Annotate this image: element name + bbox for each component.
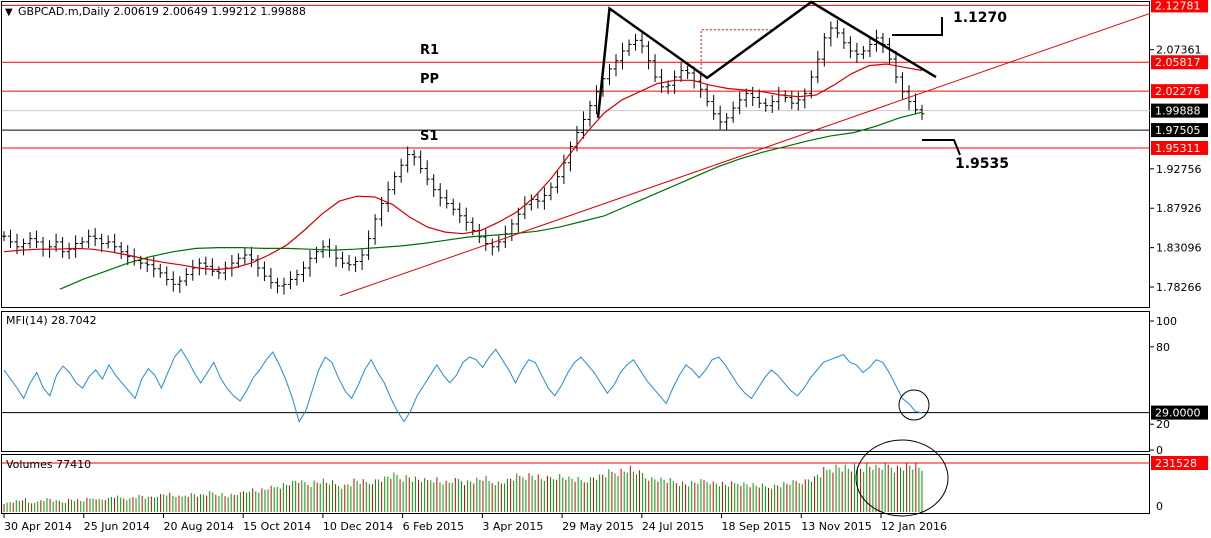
pivot-label-r2: R2 xyxy=(420,0,439,1)
target-bracket-lower xyxy=(922,139,961,156)
price-tag-label: 1.97505 xyxy=(1155,124,1201,137)
mfi-tick-label: 80 xyxy=(1156,341,1170,354)
pivot-label-s1: S1 xyxy=(420,129,438,144)
price-tick-label: 1.83096 xyxy=(1156,242,1202,255)
price-tick-label: 1.78266 xyxy=(1156,281,1202,294)
volume-header: Volumes 77410 xyxy=(6,458,91,471)
pivot-label-r1: R1 xyxy=(420,43,439,58)
price-tag xyxy=(1151,55,1208,70)
time-tick-label: 12 Jan 2016 xyxy=(881,520,947,533)
volume-highlight-ellipse xyxy=(855,439,949,517)
time-tick-label: 25 Jun 2014 xyxy=(84,520,150,533)
target-label-upper: 1.1270 xyxy=(953,10,1007,26)
time-tick-label: 6 Feb 2015 xyxy=(403,520,464,533)
mfi-panel-frame xyxy=(1,311,1150,452)
price-tag xyxy=(1151,0,1208,13)
mfi-tick-label: 100 xyxy=(1156,315,1177,328)
mfi-tick-label: 20 xyxy=(1156,418,1170,431)
mfi-panel: 100 80 20 0 29.0000 xyxy=(2,315,1208,457)
price-tick-label: 1.92756 xyxy=(1156,163,1202,176)
time-tick-label: 29 May 2015 xyxy=(562,520,634,533)
price-tag-label: 2.12781 xyxy=(1155,0,1201,12)
mfi-level-tag xyxy=(1151,405,1208,420)
time-tick-label: 18 Sep 2015 xyxy=(722,520,792,533)
trend-line xyxy=(339,12,1151,297)
price-tick-label: 2.07361 xyxy=(1156,44,1202,57)
time-tick-label: 24 Jul 2015 xyxy=(642,520,704,533)
mfi-highlight-circle xyxy=(898,389,930,421)
mfi-header: MFI(14) 28.7042 xyxy=(6,314,97,327)
price-tag xyxy=(1151,103,1208,118)
main-panel-frame xyxy=(1,1,1150,308)
price-tag xyxy=(1151,123,1208,138)
time-tick-label: 3 Apr 2015 xyxy=(482,520,543,533)
mfi-tick-label: 0 xyxy=(1156,444,1163,457)
time-tick-label: 20 Aug 2014 xyxy=(163,520,233,533)
pivot-label-pp: PP xyxy=(420,72,439,87)
volume-tag-label: 231528 xyxy=(1155,457,1197,470)
time-axis: 30 Apr 2014 25 Jun 2014 20 Aug 2014 15 Oct … xyxy=(3,514,947,533)
double-top-pattern xyxy=(596,0,937,119)
mfi-level-tag-label: 29.0000 xyxy=(1155,407,1201,420)
target-label-lower: 1.9535 xyxy=(955,156,1009,172)
symbol-header: GBPCAD.m,Daily 2.00619 2.00649 1.99212 1… xyxy=(18,5,306,18)
price-tag-label: 1.95311 xyxy=(1155,142,1201,155)
moving-average-slow xyxy=(59,111,923,290)
price-tick-label: 1.87926 xyxy=(1156,202,1202,215)
symbol-arrow-icon[interactable]: ▼ xyxy=(5,7,13,18)
volume-tick-label: 0 xyxy=(1156,500,1163,513)
price-tag-label: 2.05817 xyxy=(1155,56,1201,69)
volume-tag xyxy=(1151,456,1208,470)
price-tag xyxy=(1151,84,1208,99)
price-tag-label: 2.02276 xyxy=(1155,85,1201,98)
time-tick-label: 30 Apr 2014 xyxy=(4,520,72,533)
price-tag xyxy=(1151,140,1208,155)
target-bracket-upper xyxy=(892,17,943,36)
mfi-line xyxy=(3,348,923,423)
price-tag-label: 1.99888 xyxy=(1155,105,1201,118)
moving-average-fast xyxy=(3,63,923,271)
time-tick-label: 15 Oct 2014 xyxy=(243,520,311,533)
time-tick-label: 13 Nov 2015 xyxy=(801,520,871,533)
main-panel: 1.78266 1.83096 1.87926 1.92756 2.07361 2.127… xyxy=(1,0,1208,297)
time-tick-label: 10 Dec 2014 xyxy=(323,520,393,533)
